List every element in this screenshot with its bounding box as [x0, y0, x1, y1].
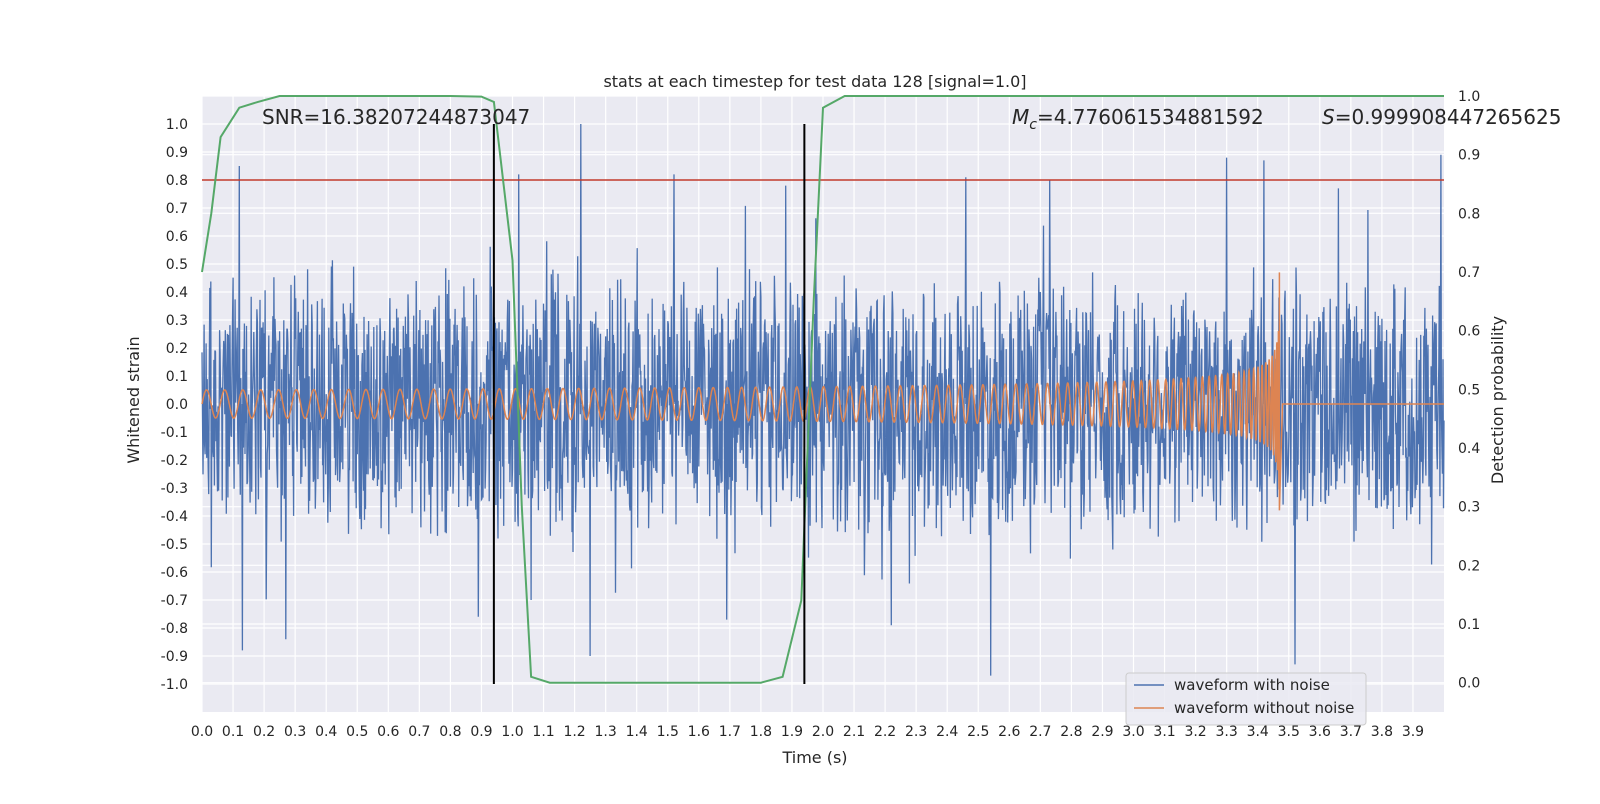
- x-tick-label: 2.2: [874, 724, 896, 740]
- chart-title: stats at each timestep for test data 128…: [603, 72, 1026, 91]
- y-tick-label: -0.9: [161, 649, 188, 665]
- y-tick-label: 0.9: [166, 145, 188, 161]
- y-right-tick-label: 0.6: [1458, 324, 1480, 340]
- x-tick-label: 0.6: [377, 724, 399, 740]
- y-right-tick-label: 0.1: [1458, 617, 1480, 633]
- x-tick-label: 2.6: [998, 724, 1020, 740]
- x-tick-label: 1.4: [626, 724, 648, 740]
- x-tick-label: 2.1: [843, 724, 865, 740]
- chirp-mass-symbol: M: [1012, 105, 1029, 129]
- series-waveform-without-noise: [201, 272, 1444, 511]
- y-tick-label: -0.1: [161, 425, 188, 441]
- legend: waveform with noise waveform without noi…: [1125, 672, 1367, 726]
- x-tick-label: 0.2: [253, 724, 275, 740]
- y-tick-label: -1.0: [161, 677, 188, 693]
- y-right-tick-label: 0.8: [1458, 206, 1480, 222]
- y-tick-label: 0.7: [166, 201, 188, 217]
- y-tick-label: -0.4: [161, 509, 188, 525]
- y-tick-label: -0.8: [161, 621, 188, 637]
- x-tick-label: 1.9: [781, 724, 803, 740]
- y-axis-right-label: Detection probability: [1488, 316, 1507, 484]
- x-tick-label: 0.4: [315, 724, 337, 740]
- y-right-tick-label: 0.5: [1458, 382, 1480, 398]
- y-tick-label: 0.8: [166, 173, 188, 189]
- x-tick-label: 2.7: [1029, 724, 1051, 740]
- x-tick-label: 3.4: [1247, 724, 1269, 740]
- legend-label-clean: waveform without noise: [1174, 699, 1354, 717]
- legend-label-noise: waveform with noise: [1174, 676, 1330, 694]
- chirp-mass-subscript: c: [1029, 117, 1037, 133]
- y-tick-label: 0.3: [166, 313, 188, 329]
- x-tick-label: 1.5: [657, 724, 679, 740]
- x-tick-label: 3.6: [1309, 724, 1331, 740]
- x-tick-label: 1.0: [501, 724, 523, 740]
- x-tick-label: 1.7: [719, 724, 741, 740]
- y-tick-label: -0.5: [161, 537, 188, 553]
- y-tick-label: -0.6: [161, 565, 188, 581]
- y-tick-label: 0.1: [166, 369, 188, 385]
- x-tick-label: 1.2: [563, 724, 585, 740]
- series-detection-probability: [201, 95, 1444, 684]
- x-tick-label: 3.7: [1340, 724, 1362, 740]
- x-tick-label: 3.1: [1153, 724, 1175, 740]
- series-waveform-with-noise: [201, 123, 1445, 676]
- x-tick-label: 3.8: [1371, 724, 1393, 740]
- x-tick-label: 0.8: [439, 724, 461, 740]
- x-tick-label: 1.8: [750, 724, 772, 740]
- y-axis-label: Whitened strain: [124, 336, 143, 463]
- x-tick-label: 2.8: [1060, 724, 1082, 740]
- y-tick-label: 0.6: [166, 229, 188, 245]
- y-tick-label: 0.0: [166, 397, 188, 413]
- x-tick-label: 3.9: [1402, 724, 1424, 740]
- x-tick-label: 1.1: [532, 724, 554, 740]
- y-right-tick-label: 0.3: [1458, 500, 1480, 516]
- x-tick-label: 0.0: [191, 724, 213, 740]
- y-right-tick-label: 0.2: [1458, 558, 1480, 574]
- s-value: =0.999908447265625: [1335, 105, 1562, 129]
- x-tick-label: 0.9: [470, 724, 492, 740]
- x-axis-ticks: 0.0 0.1 0.2 0.3 0.4 0.5 0.6 0.7 0.8 0.9 1.0 1.1 1.2 1…: [191, 724, 1424, 740]
- y-right-tick-label: 0.9: [1458, 148, 1480, 164]
- chirp-mass-annotation: Mc=4.776061534881592: [1012, 105, 1264, 133]
- snr-annotation: SNR=16.38207244873047: [262, 105, 530, 129]
- x-tick-label: 2.5: [967, 724, 989, 740]
- x-tick-label: 3.3: [1216, 724, 1238, 740]
- y-tick-label: 1.0: [166, 117, 188, 133]
- s-annotation: S=0.999908447265625: [1322, 105, 1561, 129]
- x-tick-label: 3.5: [1278, 724, 1300, 740]
- series: [201, 95, 1445, 684]
- y-axis-right-ticks: 1.0 0.9 0.8 0.7 0.6 0.5 0.4 0.3 0.2 0.1 0.0: [1458, 89, 1480, 692]
- x-tick-label: 2.4: [936, 724, 958, 740]
- vertical-markers: [492, 124, 806, 684]
- x-tick-label: 3.0: [1122, 724, 1144, 740]
- x-tick-label: 1.3: [595, 724, 617, 740]
- x-tick-label: 1.6: [688, 724, 710, 740]
- x-tick-label: 0.1: [222, 724, 244, 740]
- y-tick-label: 0.2: [166, 341, 188, 357]
- s-symbol: S: [1322, 105, 1335, 129]
- y-right-tick-label: 0.4: [1458, 441, 1480, 457]
- y-tick-label: -0.7: [161, 593, 188, 609]
- y-right-tick-label: 0.7: [1458, 265, 1480, 281]
- x-tick-label: 3.2: [1184, 724, 1206, 740]
- x-tick-label: 2.3: [905, 724, 927, 740]
- x-tick-label: 2.0: [812, 724, 834, 740]
- chirp-mass-value: =4.776061534881592: [1037, 105, 1264, 129]
- y-tick-label: 0.4: [166, 285, 188, 301]
- x-tick-label: 0.3: [284, 724, 306, 740]
- y-tick-label: -0.3: [161, 481, 188, 497]
- x-tick-label: 2.9: [1091, 724, 1113, 740]
- y-tick-label: 0.5: [166, 257, 188, 273]
- y-right-tick-label: 0.0: [1458, 676, 1480, 692]
- y-tick-label: -0.2: [161, 453, 188, 469]
- x-tick-label: 0.7: [408, 724, 430, 740]
- x-tick-label: 0.5: [346, 724, 368, 740]
- y-right-tick-label: 1.0: [1458, 89, 1480, 105]
- legend-box: [1125, 672, 1367, 726]
- y-axis-ticks: 1.0 0.9 0.8 0.7 0.6 0.5 0.4 0.3 0.2 0.1 0.0 -0.1 -0.…: [161, 117, 188, 693]
- x-axis-label: Time (s): [781, 748, 847, 767]
